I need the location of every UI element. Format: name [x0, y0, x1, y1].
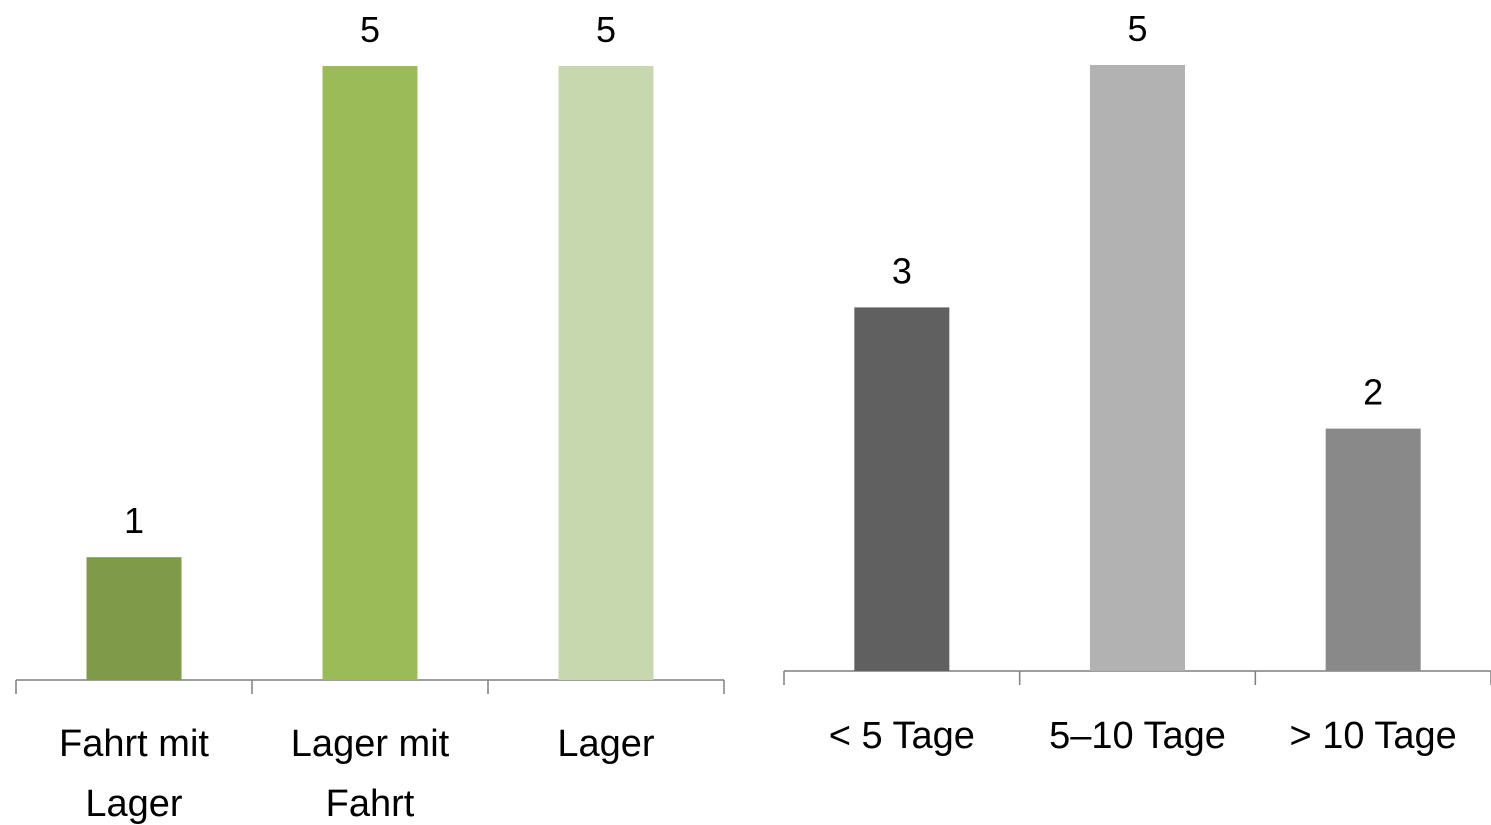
- category-label: Fahrt mit Lager: [59, 723, 209, 825]
- bar: [1090, 65, 1185, 671]
- bar: [854, 307, 950, 671]
- bar: [558, 66, 654, 680]
- data-label: 1: [124, 500, 144, 541]
- bar: [1325, 428, 1421, 671]
- category-label: 5–10 Tage: [1049, 715, 1226, 757]
- chart-activity-type: 1 Fahrt mit Lager 5 Lager mit Fahrt 5 Lager: [15, 9, 725, 825]
- chart-duration: 3 < 5 Tage 5 5–10 Tage 2 > 10 Tage: [783, 8, 1491, 757]
- data-label: 5: [596, 9, 616, 50]
- category-label: > 10 Tage: [1290, 715, 1457, 757]
- category-label-line: 5–10 Tage: [1049, 715, 1226, 757]
- data-label: 5: [1127, 8, 1147, 49]
- category-label-line: Lager mit: [291, 723, 450, 765]
- category-label: < 5 Tage: [829, 715, 975, 757]
- data-label: 2: [1363, 372, 1383, 413]
- category-label-line: Fahrt: [326, 783, 415, 825]
- category-label-line: Lager: [557, 723, 655, 765]
- category-label-line: Fahrt mit: [59, 723, 209, 765]
- category-label: Lager: [557, 723, 655, 765]
- bar: [322, 66, 418, 680]
- data-label: 3: [892, 250, 912, 291]
- category-label-line: < 5 Tage: [829, 715, 975, 757]
- category-label-line: Lager: [85, 783, 183, 825]
- category-label: Lager mit Fahrt: [291, 723, 450, 825]
- category-label-line: > 10 Tage: [1290, 715, 1457, 757]
- bar: [86, 557, 182, 680]
- data-label: 5: [360, 9, 380, 50]
